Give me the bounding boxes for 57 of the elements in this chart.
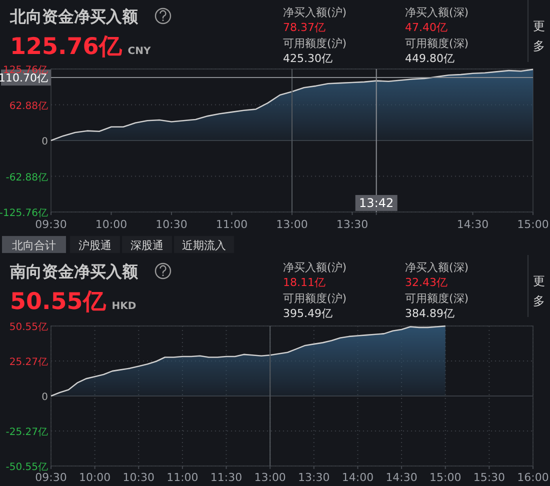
chart-title: 南向资金净买入额 xyxy=(9,262,139,281)
text: 可用额度(沪) xyxy=(283,37,347,50)
x-tick-label: 14:30 xyxy=(386,471,418,484)
y-tick-label: 0 xyxy=(42,392,48,403)
text: 78.37亿 xyxy=(283,21,326,34)
y-tick-label: -50.55亿 xyxy=(6,462,48,473)
text: 32.43亿 xyxy=(405,276,448,289)
text: 可用额度(深) xyxy=(405,37,469,50)
x-tick-label: 15:00 xyxy=(517,218,549,231)
x-tick-label: 13:00 xyxy=(276,218,308,231)
y-tick-label: 0 xyxy=(42,136,48,148)
x-tick-label: 15:30 xyxy=(473,471,506,484)
y-tick-label: -25.27亿 xyxy=(6,426,48,438)
text: HKD xyxy=(112,301,136,312)
text: 净买入额(深) xyxy=(405,6,469,19)
text: 可用额度(沪) xyxy=(283,292,347,305)
tab-button: 沪股通 xyxy=(70,236,120,253)
x-tick-label: 11:00 xyxy=(216,218,248,231)
y-tick-label: -62.88亿 xyxy=(6,172,48,184)
x-tick-label: 10:00 xyxy=(78,471,111,484)
tab-button: 近期流入 xyxy=(174,236,234,253)
x-tick-label: 13:00 xyxy=(254,471,286,484)
tab-button: 北向合计 xyxy=(2,236,66,253)
text: 449.80亿 xyxy=(405,52,454,65)
x-tick-label: 14:00 xyxy=(342,471,374,484)
text: 净买入额(沪) xyxy=(283,6,347,19)
x-tick-label: 15:00 xyxy=(430,471,462,484)
x-tick-label: 11:30 xyxy=(210,471,242,484)
text: 18.11亿 xyxy=(283,276,326,289)
x-tick-label: 13:42 xyxy=(359,196,394,210)
y-tick-label: 50.55亿 xyxy=(9,322,48,333)
text: 395.49亿 xyxy=(283,307,332,320)
text: 425.30亿 xyxy=(283,52,332,65)
text: 净买入额(深) xyxy=(405,261,469,274)
x-tick-label: 11:00 xyxy=(166,471,198,484)
x-tick-label: 13:30 xyxy=(298,471,330,484)
x-tick-label: 10:00 xyxy=(95,218,128,231)
text: 更多 xyxy=(533,19,545,53)
text: 更多 xyxy=(533,274,545,308)
text: CNY xyxy=(128,46,152,57)
text: 47.40亿 xyxy=(405,21,448,34)
text: 净买入额(沪) xyxy=(283,261,347,274)
x-tick-label: 10:30 xyxy=(156,218,188,231)
x-tick-label: 14:30 xyxy=(456,218,489,231)
text: 384.89亿 xyxy=(405,307,454,320)
y-tick-label: 25.27亿 xyxy=(9,357,48,368)
text: 可用额度(深) xyxy=(405,292,469,305)
tab-button: 深股通 xyxy=(122,236,172,253)
y-tick-label: 62.88亿 xyxy=(9,100,48,112)
ref-line-label: 110.70亿 xyxy=(0,72,48,85)
x-tick-label: 16:00 xyxy=(517,471,549,484)
y-tick-label: -125.76亿 xyxy=(0,208,48,219)
x-tick-label: 13:30 xyxy=(336,218,368,231)
x-tick-label: 10:30 xyxy=(122,471,154,484)
chart-title: 北向资金净买入额 xyxy=(9,7,139,26)
x-tick-label: 09:30 xyxy=(35,471,67,484)
x-tick-label: 09:30 xyxy=(35,218,67,231)
